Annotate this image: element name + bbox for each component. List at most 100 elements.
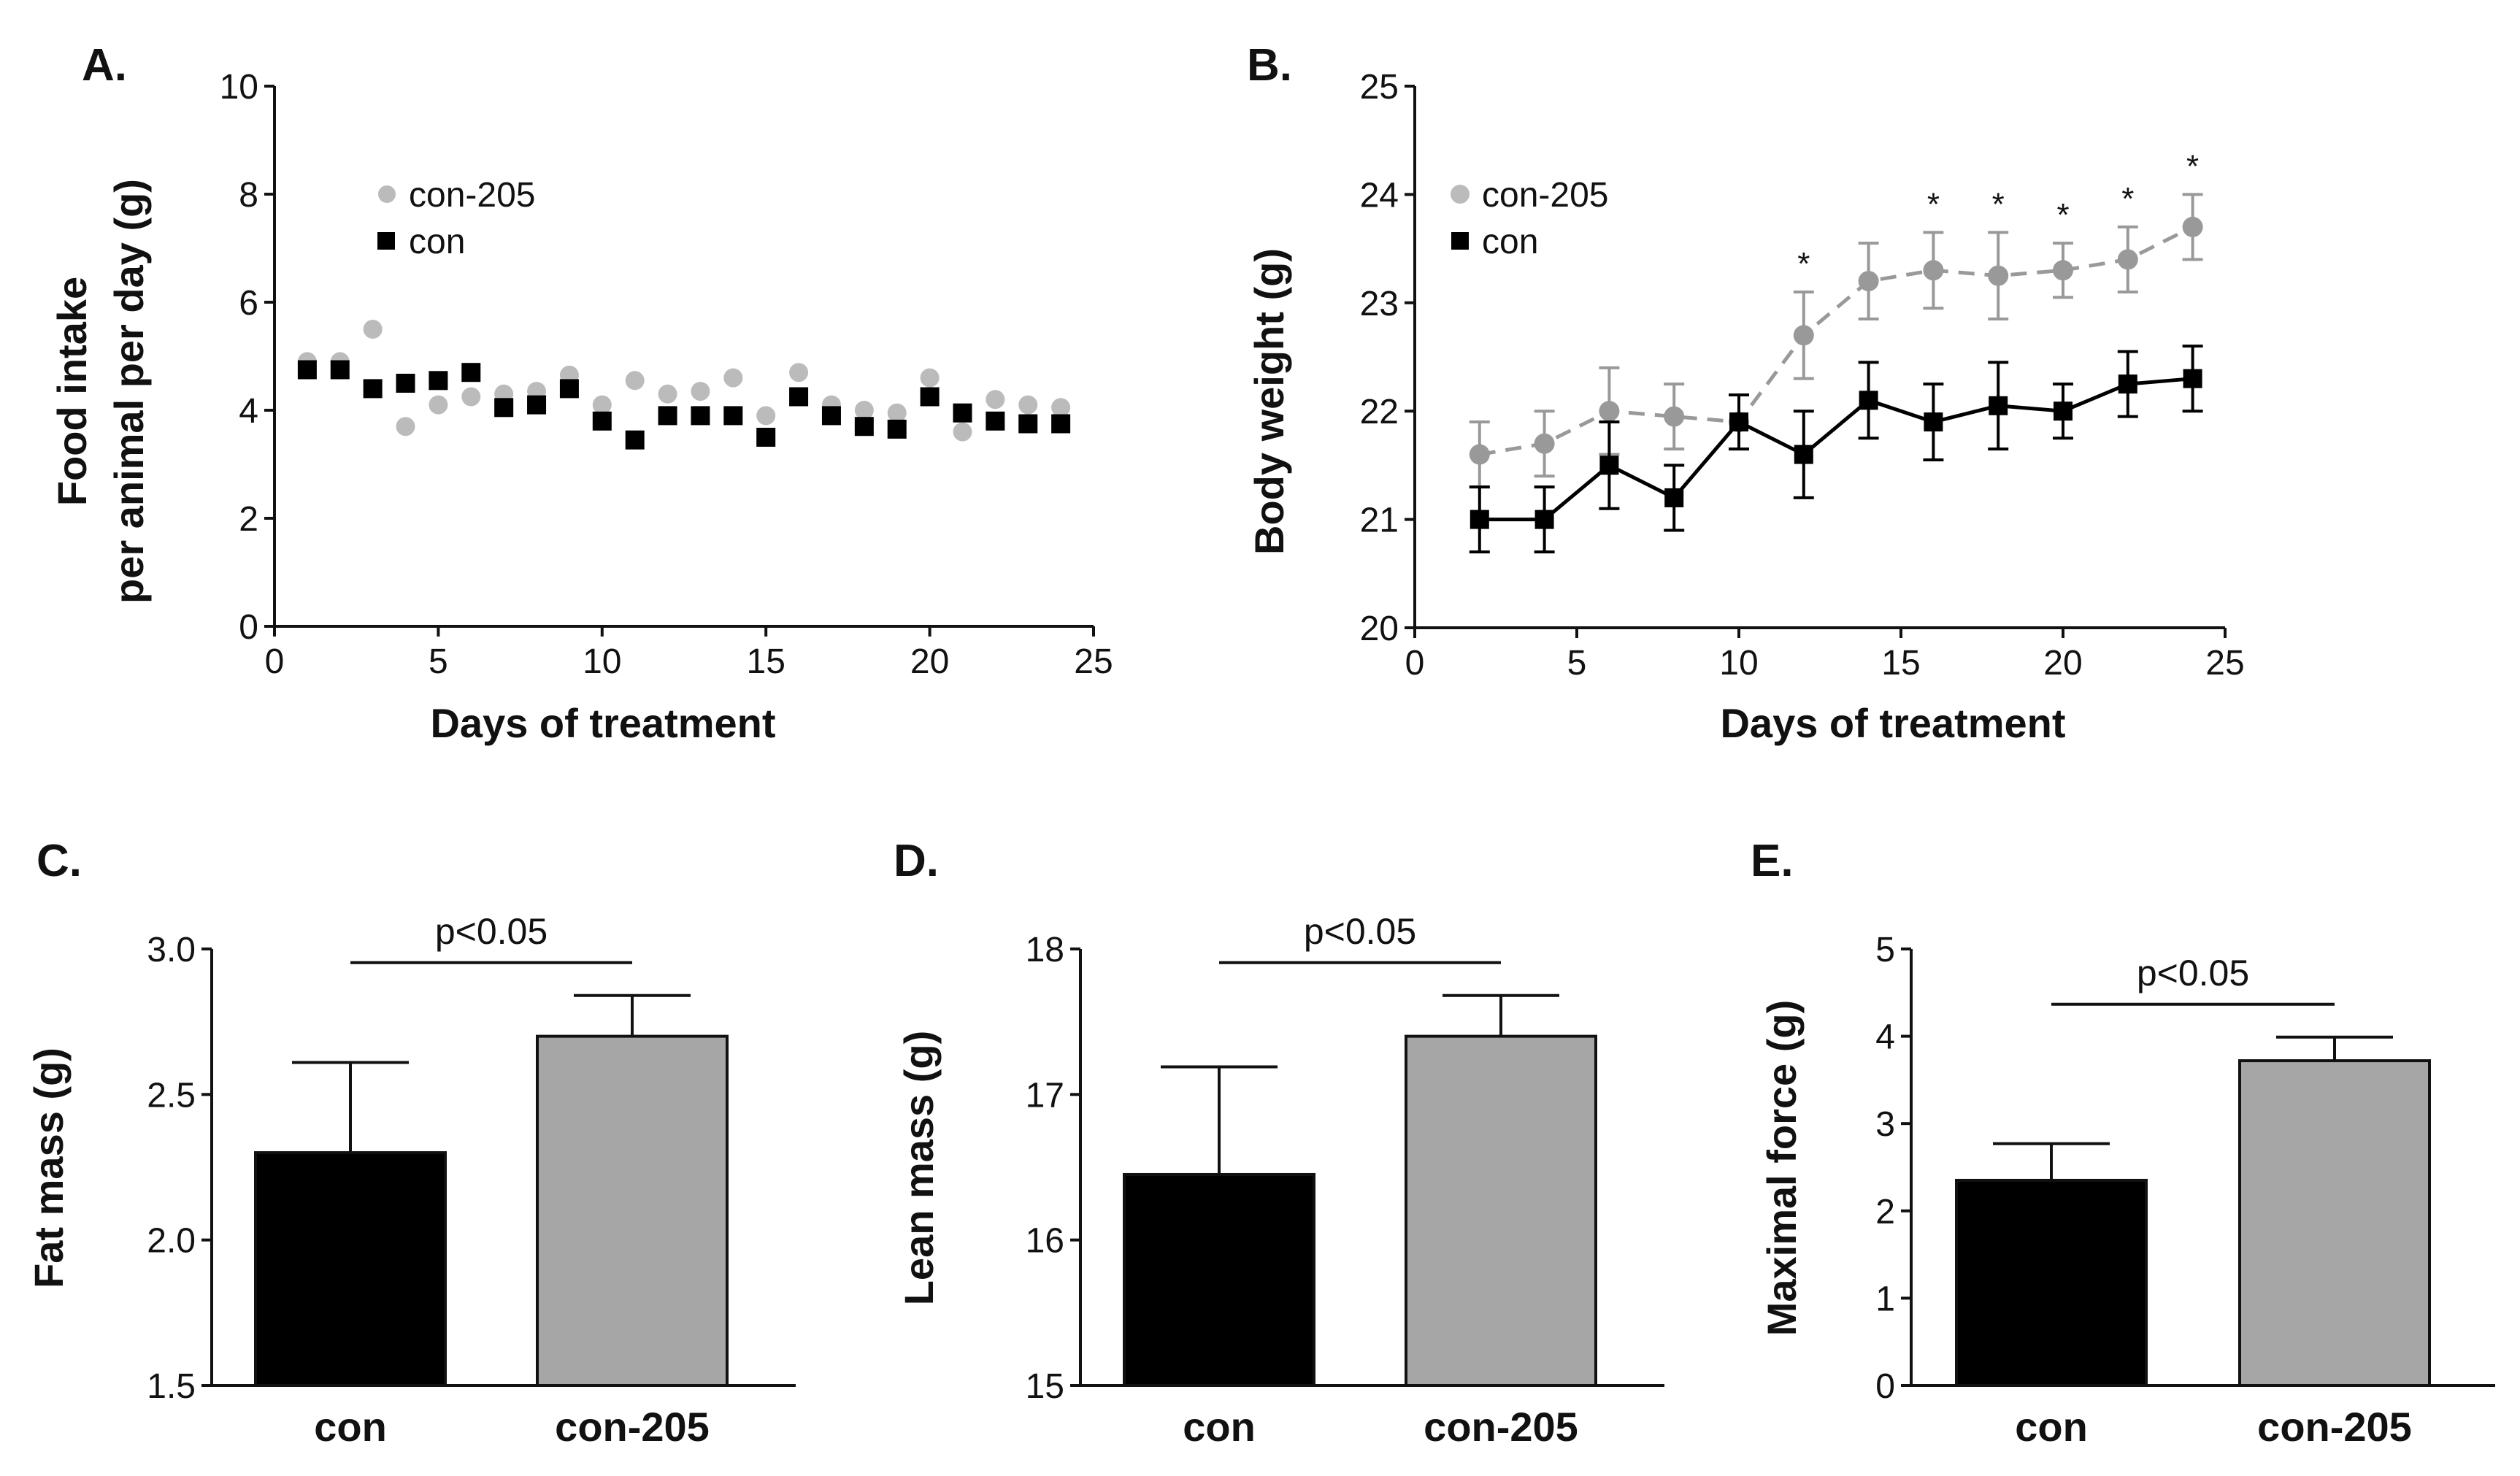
data-point-con-205 [723,368,743,388]
data-point-con [723,406,743,426]
data-point-con [953,403,972,423]
y-tick-label: 18 [1026,931,1064,969]
data-point-con [1051,414,1071,434]
category-label-con: con [2015,1404,2088,1450]
significance-star: * [2121,181,2134,217]
data-point-con [429,371,448,391]
y-tick-label: 1 [1875,1280,1895,1318]
data-point-con-205 [2117,249,2138,270]
bar-con [254,1151,447,1387]
legend-marker-con-205 [1451,185,1470,204]
significance-star: * [1992,186,2005,222]
y-tick-label: 17 [1026,1076,1064,1115]
panel-d-ylabel: Lean mass (g) [896,1031,942,1306]
data-point-con [1859,391,1878,410]
legend-label-con-205: con-205 [1482,176,1608,215]
bar-con-205 [536,1034,729,1387]
data-point-con [986,411,1005,431]
bar-con-205 [2238,1059,2431,1387]
data-point-con [1470,510,1489,529]
data-point-con [658,406,677,426]
series-line-con [1479,377,2193,522]
panel-a-label: A. [82,40,127,91]
data-point-con [494,398,514,418]
category-label-con-205: con-205 [1424,1404,1578,1450]
x-tick-label: 20 [910,642,949,681]
data-point-con-205 [1858,271,1879,292]
data-point-con [1729,412,1748,432]
y-tick-label: 10 [220,68,258,107]
y-tick-label: 0 [239,608,258,647]
panel-a-ylabel-line1: Food intake [49,277,95,506]
y-tick-label: 21 [1360,501,1399,540]
x-tick-label: 10 [583,642,621,681]
y-tick-label: 4 [239,392,258,431]
data-point-con [1534,510,1554,529]
legend-marker-con [377,232,395,250]
y-tick-label: 15 [1026,1367,1064,1406]
significance-star: * [1927,186,1940,222]
panel-a-legend: con-205 con [377,176,535,261]
x-tick-label: 5 [1567,644,1587,683]
data-point-con [2183,369,2202,388]
y-tick-label: 0 [1875,1367,1895,1406]
data-point-con-205 [986,390,1005,410]
x-tick-label: 15 [1881,644,1920,683]
data-point-con-205 [920,368,940,388]
data-point-con-205 [625,371,645,391]
data-point-con [363,379,383,399]
panel-a-food-intake: A. Food intake per animal per day (g) Da… [49,40,1113,746]
data-point-con-205 [2182,216,2203,237]
x-tick-label: 25 [2205,644,2244,683]
y-tick-label: 8 [239,176,258,215]
data-point-con-205 [756,406,776,426]
data-point-con [625,430,645,450]
legend-marker-con [1451,232,1469,250]
y-tick-label: 3 [1875,1105,1895,1144]
panel-b-body-weight: B. Body weight (g) Days of treatment 20 2… [1246,40,2245,746]
series-line-con-205 [1479,225,2194,457]
data-point-con [1018,414,1038,434]
data-point-con [592,411,612,431]
bar-con [1123,1172,1315,1387]
significance-label: p<0.05 [2137,953,2249,993]
y-tick-label: 1.5 [147,1367,196,1406]
data-point-con [461,363,481,383]
x-tick-label: 0 [265,642,285,681]
y-tick-label: 22 [1360,393,1399,431]
legend-label-con: con [1482,223,1538,261]
x-tick-label: 5 [429,642,448,681]
data-point-con-205 [658,384,677,404]
data-point-con [1924,412,1943,432]
data-point-con [756,428,776,447]
data-point-con [527,395,547,415]
panel-b-ylabel: Body weight (g) [1246,248,1292,555]
y-tick-label: 2 [239,500,258,539]
panel-a-ylabel-line2: per animal per day (g) [106,179,152,604]
bar-con [1955,1178,2148,1387]
panel-e-maximal-force: E. Maximal force (g) 0 1 2 3 4 5 con con-205 p<… [1751,836,2495,1450]
data-point-con-205 [1534,433,1555,454]
data-point-con [691,406,710,426]
data-point-con [1599,456,1619,475]
data-point-con [854,417,874,437]
data-point-con-205 [691,382,710,401]
y-tick-label: 23 [1360,285,1399,323]
bar-con-205 [1405,1034,1597,1387]
category-label-con-205: con-205 [2257,1404,2412,1450]
legend-label-con: con [409,223,465,261]
data-point-con-205 [592,395,612,415]
data-point-con-205 [1051,398,1071,418]
category-label-con-205: con-205 [555,1404,710,1450]
data-point-con-205 [1469,444,1490,465]
y-tick-label: 25 [1360,68,1399,107]
panel-b-label: B. [1247,40,1292,91]
data-point-con-205 [429,395,448,415]
panel-c-fat-mass: C. Fat mass (g) 1.5 2.0 2.5 3.0 con con-205 p… [26,836,796,1450]
x-tick-label: 20 [2043,644,2082,683]
y-tick-label: 4 [1875,1018,1895,1057]
data-point-con-205 [1599,401,1620,422]
y-tick-label: 2.5 [147,1076,196,1115]
y-tick-label: 20 [1360,610,1399,648]
data-point-con-205 [1018,395,1038,415]
